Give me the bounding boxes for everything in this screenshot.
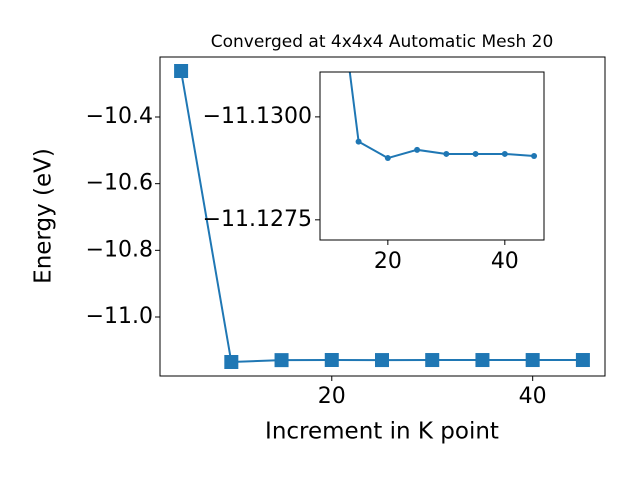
data-marker: [525, 353, 540, 368]
data-marker: [575, 353, 590, 368]
chart-title: Converged at 4x4x4 Automatic Mesh 20: [211, 32, 554, 52]
data-marker: [324, 353, 339, 367]
data-marker: [531, 153, 538, 159]
y-tick-label: −11.1300: [203, 104, 312, 129]
data-marker: [224, 355, 239, 369]
data-marker: [174, 64, 189, 78]
axes-frame: [319, 71, 545, 241]
data-line: [348, 72, 535, 160]
x-tick-label: 20: [318, 384, 346, 409]
data-marker: [425, 353, 440, 368]
y-tick-label: −11.1275: [203, 207, 312, 232]
x-tick-label: 20: [374, 249, 402, 274]
data-marker: [274, 353, 289, 368]
data-marker: [374, 353, 389, 368]
y-tick-label: −10.4: [86, 104, 153, 129]
y-tick-label: −11.0: [86, 304, 153, 329]
plot-area: [174, 64, 590, 369]
x-tick-label: 40: [519, 384, 547, 409]
data-marker: [501, 150, 508, 157]
axes-frame: [159, 56, 606, 377]
y-tick-label: −10.6: [86, 171, 153, 196]
y-tick-label: −10.8: [86, 237, 153, 262]
y-axis-label: Energy (eV): [31, 148, 57, 284]
x-axis-label: Increment in K point: [265, 419, 499, 445]
data-marker: [414, 146, 421, 153]
x-tick-label: 40: [491, 249, 519, 274]
data-marker: [472, 150, 479, 157]
data-marker: [443, 150, 450, 157]
data-marker: [475, 353, 490, 368]
data-marker: [355, 138, 362, 145]
plot-area: [348, 72, 538, 162]
data-marker: [384, 155, 391, 162]
